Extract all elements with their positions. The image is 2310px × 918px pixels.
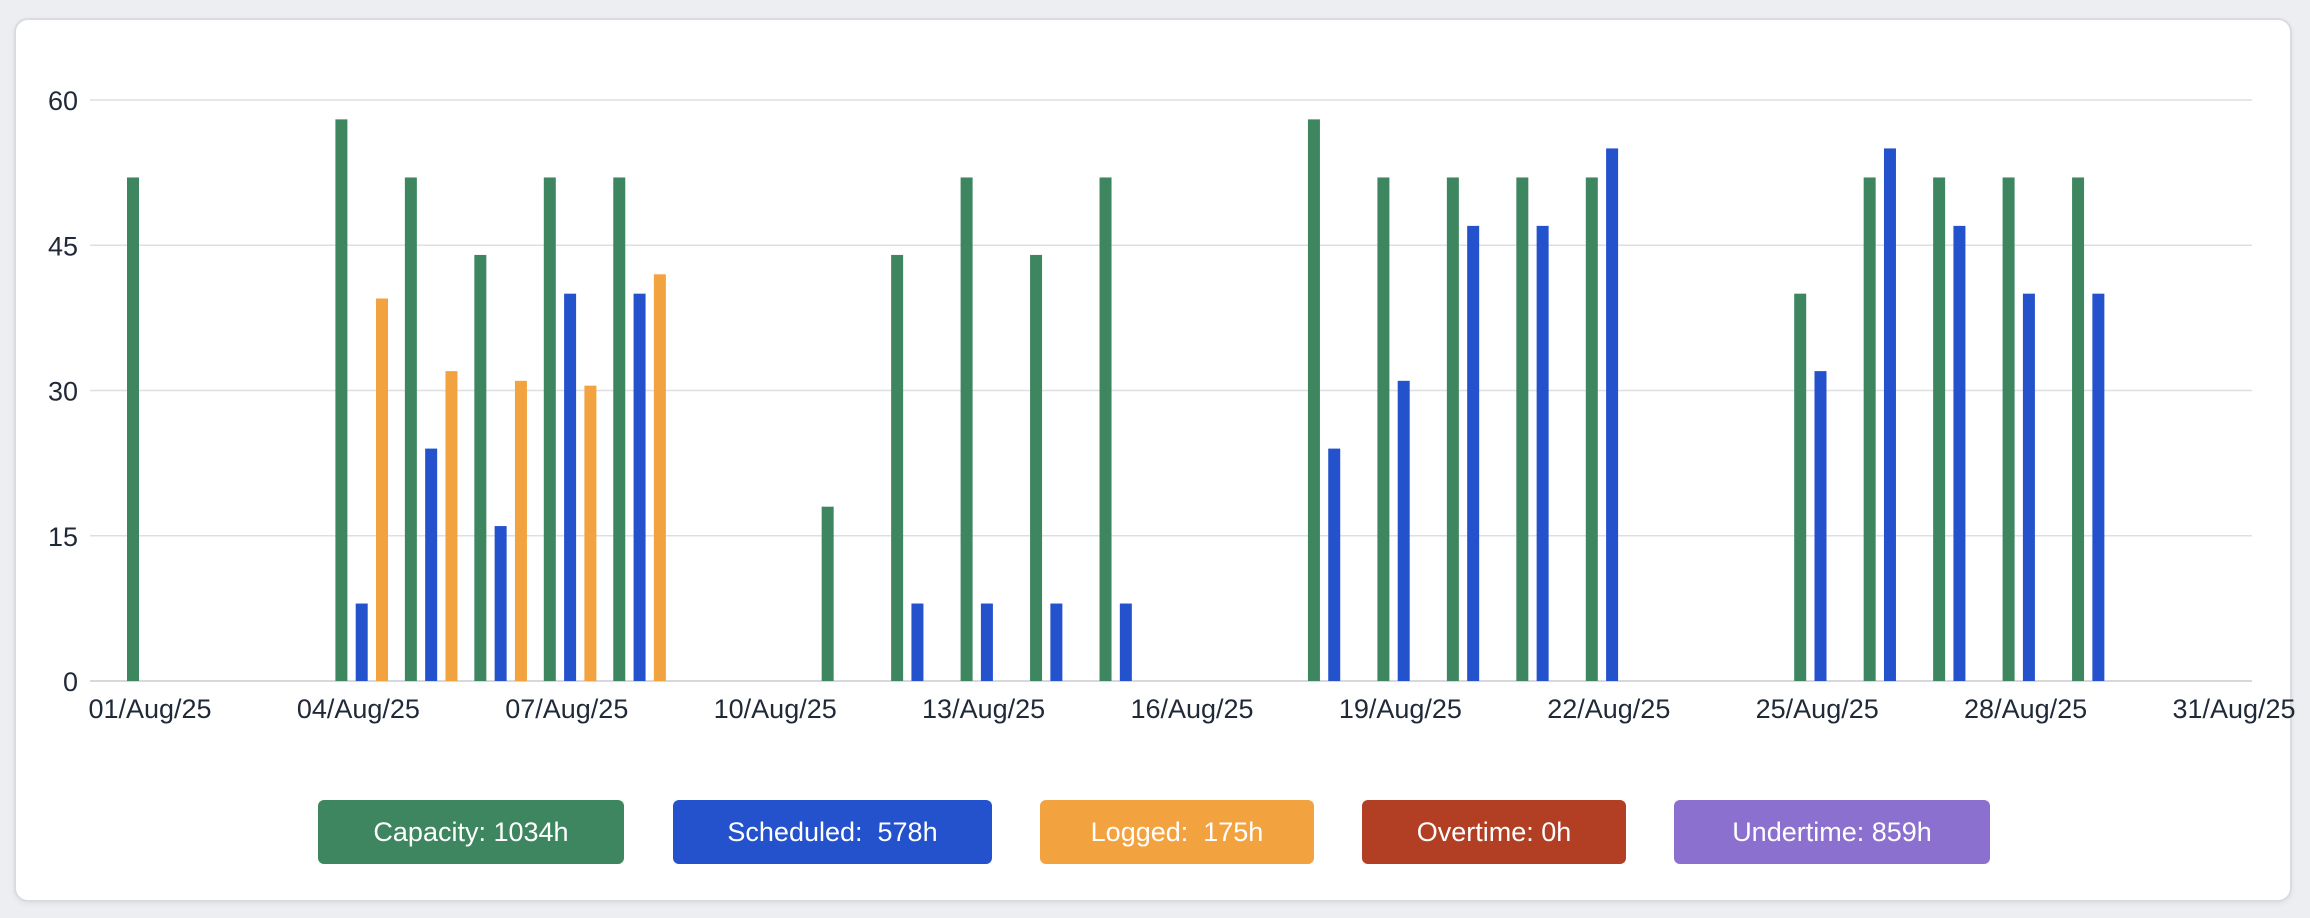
x-tick-label: 07/Aug/25 — [505, 694, 628, 724]
bar-capacity[interactable] — [404, 177, 417, 681]
bar-scheduled[interactable] — [1953, 225, 1966, 681]
bar-capacity[interactable] — [543, 177, 556, 681]
x-tick-label: 28/Aug/25 — [1964, 694, 2087, 724]
x-tick-label: 22/Aug/25 — [1547, 694, 1670, 724]
bar-capacity[interactable] — [613, 177, 626, 681]
bars — [127, 119, 2105, 681]
y-tick-label: 15 — [48, 522, 78, 552]
bar-scheduled[interactable] — [911, 603, 924, 681]
x-tick-label: 04/Aug/25 — [297, 694, 420, 724]
bar-scheduled[interactable] — [633, 293, 646, 681]
bar-scheduled[interactable] — [355, 603, 368, 681]
x-axis-ticks: 01/Aug/25 04/Aug/25 07/Aug/25 10/Aug/25 13/A… — [88, 694, 2295, 724]
legend-overtime-label: Overtime: 0h — [1416, 817, 1572, 847]
legend-undertime-label: Undertime: 859h — [1732, 817, 1932, 847]
y-axis-ticks: 0 15 30 45 60 — [48, 86, 78, 697]
y-tick-label: 30 — [48, 377, 78, 407]
bar-capacity[interactable] — [2002, 177, 2015, 681]
bar-capacity[interactable] — [1377, 177, 1390, 681]
bar-logged[interactable] — [584, 385, 597, 681]
bar-capacity[interactable] — [335, 119, 348, 681]
bar-scheduled[interactable] — [1050, 603, 1063, 681]
bar-scheduled[interactable] — [425, 448, 438, 681]
bar-logged[interactable] — [445, 371, 458, 681]
bar-scheduled[interactable] — [1467, 225, 1480, 681]
bar-capacity[interactable] — [1863, 177, 1876, 681]
x-tick-label: 25/Aug/25 — [1756, 694, 1879, 724]
bar-capacity[interactable] — [1794, 293, 1807, 681]
bar-scheduled[interactable] — [1814, 371, 1827, 681]
bar-capacity[interactable] — [1099, 177, 1112, 681]
bar-scheduled[interactable] — [1328, 448, 1341, 681]
bar-capacity[interactable] — [891, 254, 904, 681]
bar-capacity[interactable] — [1933, 177, 1946, 681]
legend-undertime[interactable]: Undertime: 859h — [1674, 800, 1990, 864]
chart-card — [14, 18, 2292, 902]
x-tick-label: 13/Aug/25 — [922, 694, 1045, 724]
bar-scheduled[interactable] — [1397, 380, 1410, 681]
y-tick-label: 60 — [48, 86, 78, 116]
x-tick-label: 10/Aug/25 — [714, 694, 837, 724]
bar-scheduled[interactable] — [494, 526, 507, 681]
bar-scheduled[interactable] — [2092, 293, 2105, 681]
bar-logged[interactable] — [653, 274, 666, 681]
bar-capacity[interactable] — [821, 506, 834, 681]
legend-capacity[interactable]: Capacity: 1034h — [318, 800, 624, 864]
legend-scheduled-label: Scheduled: 578h — [727, 817, 938, 847]
y-tick-label: 0 — [63, 667, 78, 697]
legend: Capacity: 1034h Scheduled: 578h Logged: … — [0, 800, 2310, 864]
bar-scheduled[interactable] — [980, 603, 993, 681]
legend-logged-label: Logged: 175h — [1090, 817, 1264, 847]
bar-capacity[interactable] — [474, 254, 487, 681]
legend-logged[interactable]: Logged: 175h — [1040, 800, 1314, 864]
bar-scheduled[interactable] — [1883, 148, 1896, 681]
bar-capacity[interactable] — [1446, 177, 1459, 681]
bar-scheduled[interactable] — [564, 293, 577, 681]
x-tick-label: 31/Aug/25 — [2172, 694, 2295, 724]
bar-scheduled[interactable] — [1606, 148, 1619, 681]
legend-overtime[interactable]: Overtime: 0h — [1362, 800, 1626, 864]
bar-scheduled[interactable] — [1119, 603, 1132, 681]
legend-capacity-label: Capacity: 1034h — [373, 817, 569, 847]
bar-logged[interactable] — [376, 298, 388, 681]
bar-scheduled[interactable] — [1536, 225, 1549, 681]
bar-capacity[interactable] — [127, 177, 139, 681]
bar-capacity[interactable] — [1516, 177, 1529, 681]
bar-scheduled[interactable] — [2022, 293, 2035, 681]
bar-logged[interactable] — [514, 380, 527, 681]
x-tick-label: 01/Aug/25 — [88, 694, 211, 724]
x-tick-label: 16/Aug/25 — [1130, 694, 1253, 724]
bar-capacity[interactable] — [2072, 177, 2085, 681]
legend-scheduled[interactable]: Scheduled: 578h — [673, 800, 992, 864]
bar-capacity[interactable] — [1307, 119, 1320, 681]
bar-capacity[interactable] — [1030, 254, 1043, 681]
bar-capacity[interactable] — [960, 177, 973, 681]
bar-capacity[interactable] — [1585, 177, 1598, 681]
x-tick-label: 19/Aug/25 — [1339, 694, 1462, 724]
y-tick-label: 45 — [48, 231, 78, 261]
